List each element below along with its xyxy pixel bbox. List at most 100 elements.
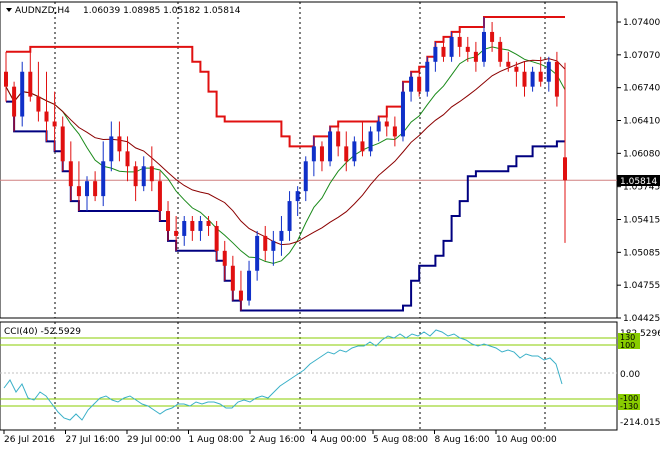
candle — [352, 136, 357, 167]
candle-body — [149, 166, 154, 182]
candle-body — [60, 126, 65, 162]
candle — [449, 31, 454, 62]
candle — [311, 136, 316, 177]
price-pane[interactable] — [0, 1, 618, 319]
candle — [457, 26, 462, 57]
cci-line — [3, 329, 563, 421]
candle — [133, 161, 138, 202]
candle — [376, 116, 381, 142]
time-label: 10 Aug 00:00 — [496, 435, 557, 445]
candle-body — [20, 71, 25, 117]
candle-body — [400, 91, 405, 137]
candle-body — [554, 61, 559, 97]
cci-scale-bottom: -214.0156 — [620, 418, 660, 428]
candle-body — [44, 111, 49, 122]
cci-level-100-tag — [618, 341, 640, 349]
price-channel — [6, 16, 565, 312]
candle — [117, 121, 122, 162]
candle-body — [481, 31, 486, 62]
candle — [425, 56, 430, 97]
candle — [76, 161, 81, 212]
candle — [206, 216, 211, 236]
candle-body — [93, 181, 98, 197]
price-tick-label: 1.06410 — [623, 117, 660, 127]
candle — [125, 136, 130, 182]
candle — [4, 51, 8, 102]
candle-body — [538, 71, 543, 82]
candle-body — [344, 146, 349, 162]
candle — [36, 61, 41, 122]
candle-body — [141, 166, 146, 187]
candle — [255, 230, 260, 281]
candle — [85, 176, 90, 212]
candle — [101, 141, 106, 207]
candle-body — [28, 71, 33, 97]
candle-body — [52, 121, 57, 127]
candle-body — [319, 146, 324, 162]
candle-body — [198, 220, 203, 231]
candle-body — [101, 161, 106, 197]
candle-body — [4, 71, 8, 87]
candle-body — [376, 121, 381, 132]
candle-body — [255, 235, 260, 271]
candle-body — [425, 61, 430, 92]
candle-body — [530, 71, 535, 87]
candle-body — [384, 121, 389, 127]
cci-pane-frame — [0, 321, 618, 431]
candle — [498, 36, 503, 67]
time-label: 2 Aug 16:00 — [250, 435, 305, 445]
candle — [490, 22, 495, 52]
time-label: 27 Jul 16:00 — [66, 435, 120, 445]
candle — [417, 66, 422, 97]
channel-lower-line — [6, 100, 565, 312]
cci-pane[interactable]: CCI(40) -52.5929 — [0, 321, 618, 431]
symbol-timeframe: AUDNZD,H4 — [15, 6, 70, 16]
candle-body — [409, 76, 414, 92]
price-tick-label: 1.07070 — [623, 51, 660, 61]
triangle-down-icon[interactable] — [6, 8, 12, 12]
candle-body — [563, 157, 567, 181]
candle — [433, 41, 438, 72]
time-label: 4 Aug 00:00 — [312, 435, 367, 445]
candle-body — [303, 161, 308, 192]
candle-body — [206, 220, 211, 226]
candle-body — [166, 211, 171, 231]
candle — [538, 56, 543, 87]
cci-level-130-label: 130 — [620, 333, 635, 342]
candle-body — [417, 76, 422, 92]
candle-body — [473, 51, 478, 62]
candle — [12, 81, 17, 132]
cci-scale-zero: 0.00 — [620, 370, 640, 380]
candle — [182, 216, 187, 246]
cci-level-minus-100-tag — [618, 394, 640, 402]
candle-body — [279, 230, 284, 241]
channel-upper-line — [6, 16, 565, 148]
price-tick-label: 1.05085 — [623, 248, 660, 258]
candle — [368, 126, 373, 157]
candle — [409, 71, 414, 102]
moving-averages — [5, 46, 566, 264]
current-price-box — [617, 175, 660, 186]
current-price-marker: 1.05814 — [617, 175, 660, 187]
candle — [514, 61, 519, 87]
candle-body — [247, 270, 252, 301]
chart-header: AUDNZD,H4 1.06039 1.08985 1.05182 1.0581… — [6, 6, 241, 16]
candle-body — [238, 290, 243, 301]
cci-title: CCI(40) -52.5929 — [4, 327, 81, 337]
candle — [384, 106, 389, 137]
ma-slow-line — [5, 58, 566, 246]
time-label: 5 Aug 08:00 — [373, 435, 428, 445]
candle-body — [368, 131, 373, 152]
candle-body — [360, 141, 365, 152]
candle — [360, 121, 365, 157]
candle — [238, 270, 243, 311]
candle-body — [449, 36, 454, 57]
candle — [198, 216, 203, 241]
candle — [109, 121, 114, 172]
price-axis: 1.07400 1.07070 1.06740 1.06410 1.06080 1.057… — [617, 18, 660, 324]
candle — [400, 81, 405, 142]
candle — [279, 216, 284, 256]
candle-body — [125, 151, 130, 167]
